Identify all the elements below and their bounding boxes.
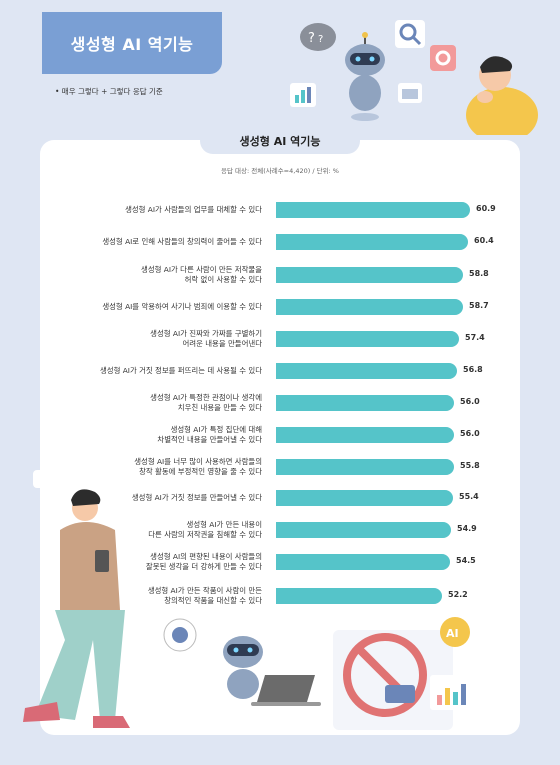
bar-label: 생성형 AI를 너무 많이 사용하면 사람들의 창작 활동에 부정적인 영향을 줄…	[32, 457, 262, 477]
card-title: 생성형 AI 역기능	[200, 128, 360, 154]
svg-text:?: ?	[318, 34, 323, 45]
chart-row: 생성형 AI가 거짓 정보를 만들어낼 수 있다 55.4	[60, 486, 500, 510]
bar-value-label: 57.4	[465, 333, 485, 342]
bar-label-line: 생성형 AI의 편향된 내용이 사람들의	[150, 552, 262, 561]
bar-value-label: 55.4	[459, 492, 479, 501]
bar-value-label: 54.9	[457, 524, 477, 533]
bar-value-label: 58.8	[469, 269, 489, 278]
bar-value-label: 54.5	[456, 556, 476, 565]
bar-label: 생성형 AI가 진짜와 가짜를 구별하기 어려운 내용을 만들어낸다	[32, 329, 262, 349]
response-basis-note: • 매우 그렇다 + 그렇다 응답 기준	[55, 87, 163, 96]
bar-label-line: 창의적인 작품을 대신할 수 있다	[164, 596, 262, 605]
bar-value-label: 56.0	[460, 397, 480, 406]
bar	[276, 331, 459, 347]
bar-label: 생성형 AI가 특정한 관점이나 생각에 치우친 내용을 만들 수 있다	[32, 393, 262, 413]
bar	[276, 267, 463, 283]
bar-label-line: 생성형 AI가 진짜와 가짜를 구별하기	[150, 329, 262, 338]
bar-label-line: 차별적인 내용을 만들어낼 수 있다	[157, 435, 262, 444]
bar	[276, 459, 454, 475]
bottom-illustration: AI	[23, 470, 480, 730]
thinking-person-icon	[466, 56, 538, 135]
bar-label-line: 창작 활동에 부정적인 영향을 줄 수 있다	[139, 467, 262, 476]
chart-row: 생성형 AI가 사람들의 업무를 대체할 수 있다 60.9	[60, 198, 500, 222]
question-bubble-icon: ? ?	[300, 23, 336, 51]
bar	[276, 427, 454, 443]
bar-value-label: 56.8	[463, 365, 483, 374]
bar-label: 생성형 AI를 악용하여 사기나 범죄에 이용할 수 있다	[32, 302, 262, 312]
bar-label-line: 잘못된 생각을 더 강하게 만들 수 있다	[145, 562, 262, 571]
bar-label-line: 허락 없이 사용할 수 있다	[184, 275, 262, 284]
chart-row: 생성형 AI가 다른 사람이 만든 저작물을 허락 없이 사용할 수 있다 58.8	[60, 263, 500, 287]
chart-row: 생성형 AI를 악용하여 사기나 범죄에 이용할 수 있다 58.7	[60, 295, 500, 319]
bar-label-line: 생성형 AI가 만든 내용이	[186, 520, 262, 529]
bar-label-line: 생성형 AI가 특정 집단에 대해	[170, 425, 262, 434]
bar-label: 생성형 AI가 만든 내용이 다른 사람의 저작권을 침해할 수 있다	[32, 520, 262, 540]
folder-icon	[398, 83, 422, 103]
bar-label: 생성형 AI가 만든 작품이 사람이 만든 창의적인 작품을 대신할 수 있다	[32, 586, 262, 606]
chart-row: 생성형 AI가 거짓 정보를 퍼뜨리는 데 사용될 수 있다 56.8	[60, 359, 500, 383]
bar-chart-icon	[290, 83, 316, 107]
bar-label-line: 생성형 AI로 인해 사람들의 창의력이 줄어들 수 있다	[102, 237, 262, 246]
robot-laptop-icon	[223, 636, 321, 706]
bar-label: 생성형 AI의 편향된 내용이 사람들의 잘못된 생각을 더 강하게 만들 수 있…	[32, 552, 262, 572]
bar-label-line: 생성형 AI가 만든 작품이 사람이 만든	[147, 586, 262, 595]
brain-bubble-icon	[163, 618, 197, 652]
bar-label: 생성형 AI가 사람들의 업무를 대체할 수 있다	[32, 205, 262, 215]
robot-illustration: ? ?	[290, 20, 538, 135]
bar	[276, 202, 470, 218]
bar-label: 생성형 AI가 거짓 정보를 퍼뜨리는 데 사용될 수 있다	[32, 366, 262, 376]
bar-label: 생성형 AI가 특정 집단에 대해 차별적인 내용을 만들어낼 수 있다	[32, 425, 262, 445]
bar-label: 생성형 AI가 다른 사람이 만든 저작물을 허락 없이 사용할 수 있다	[32, 265, 262, 285]
chart-row: 생성형 AI가 특정 집단에 대해 차별적인 내용을 만들어낼 수 있다 56.0	[60, 423, 500, 447]
bar-label-line: 어려운 내용을 만들어낸다	[182, 339, 263, 348]
bar-value-label: 55.8	[460, 461, 480, 470]
bar-label-line: 치우친 내용을 만들 수 있다	[177, 403, 262, 412]
bar	[276, 363, 457, 379]
page-title: 생성형 AI 역기능	[0, 12, 222, 74]
robot-icon	[345, 32, 385, 121]
bar	[276, 522, 451, 538]
bar	[276, 490, 453, 506]
bar-value-label: 56.0	[460, 429, 480, 438]
chart-row: 생성형 AI가 특정한 관점이나 생각에 치우친 내용을 만들 수 있다 56.0	[60, 391, 500, 415]
bar	[276, 395, 454, 411]
chart-row: 생성형 AI가 진짜와 가짜를 구별하기 어려운 내용을 만들어낸다 57.4	[60, 327, 500, 351]
bar-label-line: 생성형 AI가 특정한 관점이나 생각에	[150, 393, 262, 402]
bar-label-line: 생성형 AI가 다른 사람이 만든 저작물을	[141, 265, 262, 274]
bar	[276, 554, 450, 570]
chart-row: 생성형 AI로 인해 사람들의 창의력이 줄어들 수 있다 60.4	[60, 230, 500, 254]
bar	[276, 299, 463, 315]
person-with-phone-icon	[23, 470, 130, 728]
bar	[276, 234, 468, 250]
bar-label-line: 생성형 AI를 너무 많이 사용하면 사람들의	[134, 457, 262, 466]
search-icon	[395, 20, 425, 48]
bar-value-label: 60.4	[474, 236, 494, 245]
chart-subtitle: 응답 대상: 전체(사례수=4,420) / 단위: %	[221, 167, 339, 175]
bar-value-label: 60.9	[476, 204, 496, 213]
bar-label: 생성형 AI로 인해 사람들의 창의력이 줄어들 수 있다	[32, 237, 262, 247]
bar-label-line: 생성형 AI가 사람들의 업무를 대체할 수 있다	[125, 205, 262, 214]
gear-icon	[430, 45, 456, 71]
bar-label-line: 생성형 AI가 거짓 정보를 퍼뜨리는 데 사용될 수 있다	[99, 366, 262, 375]
chart-row: 생성형 AI를 너무 많이 사용하면 사람들의 창작 활동에 부정적인 영향을 줄…	[60, 455, 500, 479]
bar	[276, 588, 442, 604]
bar-value-label: 52.2	[448, 590, 468, 599]
svg-text:?: ?	[308, 31, 315, 46]
chart-row: 생성형 AI가 만든 내용이 다른 사람의 저작권을 침해할 수 있다 54.9	[60, 518, 500, 542]
bar-label: 생성형 AI가 거짓 정보를 만들어낼 수 있다	[32, 493, 262, 503]
bar-label-line: 다른 사람의 저작권을 침해할 수 있다	[148, 530, 262, 539]
chart-row: 생성형 AI의 편향된 내용이 사람들의 잘못된 생각을 더 강하게 만들 수 있…	[60, 550, 500, 574]
prohibited-icon: AI	[333, 617, 480, 730]
chart-row: 생성형 AI가 만든 작품이 사람이 만든 창의적인 작품을 대신할 수 있다 52…	[60, 584, 500, 608]
svg-text:AI: AI	[446, 627, 459, 640]
bar-label-line: 생성형 AI가 거짓 정보를 만들어낼 수 있다	[131, 493, 262, 502]
bar-label-line: 생성형 AI를 악용하여 사기나 범죄에 이용할 수 있다	[102, 302, 262, 311]
bar-value-label: 58.7	[469, 301, 489, 310]
